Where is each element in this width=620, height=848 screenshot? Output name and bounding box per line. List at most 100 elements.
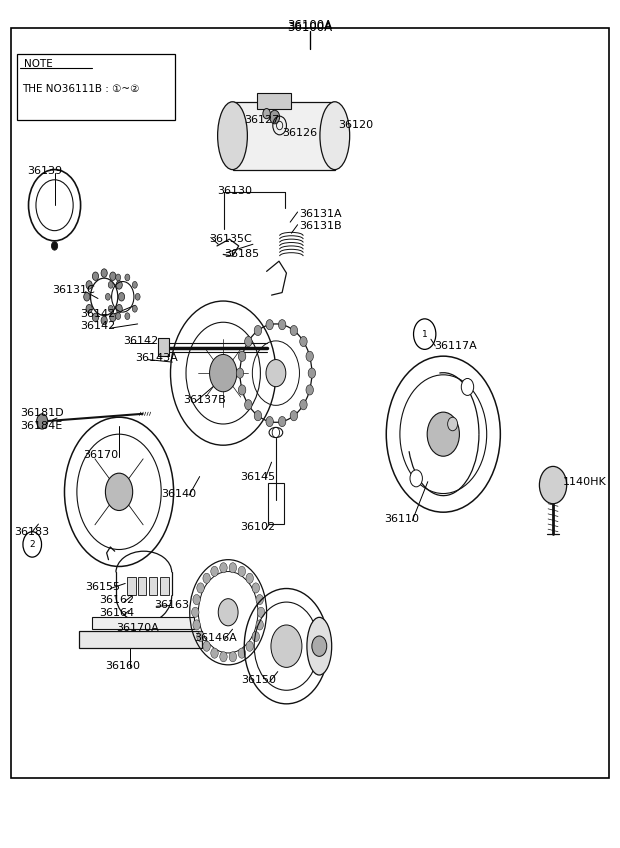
- Circle shape: [229, 563, 237, 573]
- Text: 36135C: 36135C: [210, 234, 252, 244]
- Circle shape: [263, 109, 270, 119]
- Circle shape: [219, 563, 227, 573]
- Circle shape: [132, 282, 137, 288]
- Circle shape: [448, 417, 458, 431]
- Bar: [257, 93, 291, 109]
- Text: THE NO36111B : ①~②: THE NO36111B : ①~②: [22, 84, 140, 94]
- Circle shape: [271, 625, 302, 667]
- Circle shape: [110, 272, 116, 281]
- Text: 36117A: 36117A: [434, 341, 477, 351]
- Circle shape: [312, 636, 327, 656]
- Text: 36100A: 36100A: [288, 20, 332, 34]
- Text: 36155: 36155: [85, 582, 120, 592]
- Text: NOTE: NOTE: [24, 59, 52, 70]
- Circle shape: [210, 354, 237, 392]
- Circle shape: [192, 607, 199, 617]
- Circle shape: [108, 282, 113, 288]
- Circle shape: [116, 281, 122, 289]
- Text: 36140: 36140: [161, 488, 196, 499]
- Circle shape: [101, 316, 107, 325]
- Text: 36184E: 36184E: [20, 421, 62, 431]
- Bar: [158, 338, 169, 356]
- Text: 36131B: 36131B: [299, 221, 342, 232]
- Text: 36131A: 36131A: [299, 209, 342, 219]
- Ellipse shape: [218, 102, 247, 170]
- Circle shape: [86, 304, 92, 313]
- Circle shape: [84, 293, 90, 301]
- Circle shape: [197, 583, 204, 593]
- Circle shape: [266, 416, 273, 427]
- Circle shape: [299, 337, 307, 347]
- Circle shape: [105, 473, 133, 510]
- Text: 36143A: 36143A: [135, 353, 178, 363]
- Circle shape: [110, 313, 116, 321]
- Text: 36120: 36120: [338, 120, 373, 130]
- Circle shape: [125, 313, 130, 320]
- Ellipse shape: [320, 102, 350, 170]
- Text: 36145: 36145: [240, 471, 275, 482]
- Circle shape: [211, 648, 218, 658]
- Circle shape: [193, 594, 200, 605]
- Circle shape: [116, 304, 122, 313]
- Text: 36130: 36130: [217, 186, 252, 196]
- Text: 36139: 36139: [27, 166, 62, 176]
- Bar: [127, 577, 136, 595]
- Circle shape: [306, 351, 314, 361]
- Circle shape: [219, 651, 227, 661]
- Circle shape: [238, 566, 246, 577]
- Circle shape: [197, 632, 204, 642]
- Text: 36162: 36162: [99, 595, 134, 605]
- Bar: [160, 577, 169, 595]
- Text: 36102: 36102: [240, 522, 275, 533]
- Circle shape: [299, 399, 307, 410]
- Bar: [149, 577, 157, 595]
- Circle shape: [105, 293, 110, 300]
- Circle shape: [245, 399, 252, 410]
- Circle shape: [203, 573, 210, 583]
- Circle shape: [193, 620, 200, 630]
- Circle shape: [246, 641, 254, 651]
- Circle shape: [256, 620, 264, 630]
- Circle shape: [461, 378, 474, 395]
- Circle shape: [254, 326, 262, 336]
- Text: 1140HK: 1140HK: [563, 477, 607, 487]
- Bar: [268, 483, 284, 524]
- Text: 36170A: 36170A: [117, 622, 159, 633]
- Text: 36183: 36183: [15, 527, 50, 537]
- Text: 36170: 36170: [83, 450, 118, 460]
- Bar: [11, 28, 609, 778]
- Circle shape: [132, 305, 137, 312]
- Text: 36142: 36142: [81, 309, 115, 319]
- Circle shape: [410, 470, 422, 487]
- Circle shape: [37, 414, 48, 429]
- Circle shape: [278, 416, 286, 427]
- Circle shape: [290, 326, 298, 336]
- Bar: [79, 631, 202, 648]
- Circle shape: [238, 385, 246, 395]
- Ellipse shape: [307, 617, 332, 675]
- Text: 1: 1: [422, 330, 428, 338]
- Text: 36142: 36142: [81, 321, 115, 332]
- Circle shape: [252, 632, 260, 642]
- Circle shape: [135, 293, 140, 300]
- Circle shape: [308, 368, 316, 378]
- Text: 36131C: 36131C: [52, 285, 94, 295]
- Text: 36110: 36110: [384, 514, 419, 524]
- Circle shape: [108, 305, 113, 312]
- Text: 36137B: 36137B: [183, 395, 226, 405]
- Text: 36163: 36163: [154, 600, 188, 610]
- Bar: [138, 577, 146, 595]
- Circle shape: [218, 599, 238, 626]
- Circle shape: [246, 573, 254, 583]
- Circle shape: [238, 351, 246, 361]
- Circle shape: [306, 385, 314, 395]
- Circle shape: [92, 272, 99, 281]
- Text: 36100A: 36100A: [288, 19, 332, 32]
- Text: 36160: 36160: [105, 661, 140, 671]
- Circle shape: [245, 337, 252, 347]
- Text: 36126: 36126: [282, 128, 317, 138]
- Circle shape: [101, 269, 107, 277]
- Circle shape: [92, 313, 99, 321]
- Circle shape: [266, 320, 273, 330]
- Bar: [232, 102, 335, 170]
